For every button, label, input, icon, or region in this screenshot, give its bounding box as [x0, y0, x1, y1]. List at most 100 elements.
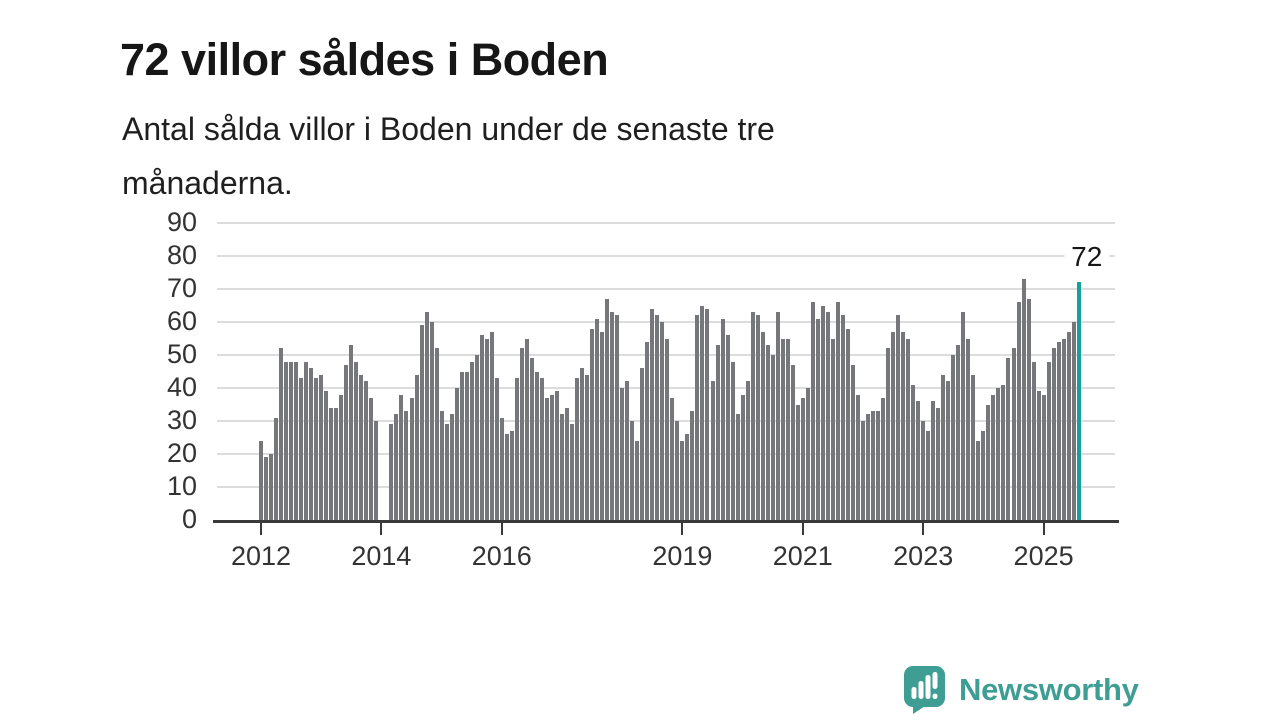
- bar: [845, 328, 850, 520]
- x-axis-tick: [380, 523, 383, 535]
- bar: [1061, 338, 1066, 520]
- bar: [991, 394, 996, 520]
- bar: [539, 378, 544, 520]
- bar: [660, 322, 665, 520]
- x-axis-tick: [1042, 523, 1045, 535]
- bar: [474, 355, 479, 520]
- bar: [835, 302, 840, 520]
- bar: [640, 368, 645, 520]
- bar: [825, 312, 830, 520]
- bar: [840, 315, 845, 520]
- bar: [359, 374, 364, 520]
- y-axis-tick-label: 90: [166, 207, 197, 237]
- chart-subtitle: Antal sålda villor i Boden under de sena…: [122, 102, 775, 210]
- y-axis-tick-label: 70: [166, 273, 197, 303]
- bar: [414, 374, 419, 520]
- bar: [725, 335, 730, 520]
- bar: [971, 374, 976, 520]
- bar: [700, 305, 705, 520]
- bar: [560, 414, 564, 520]
- bar: [650, 308, 655, 520]
- bar: [625, 381, 630, 520]
- bar: [544, 397, 549, 520]
- bar: [454, 388, 459, 520]
- plot-area: [215, 222, 1115, 520]
- bar: [1016, 302, 1021, 520]
- bar: [956, 345, 961, 520]
- bar: [610, 312, 615, 520]
- bar: [620, 388, 625, 520]
- bar: [740, 394, 745, 520]
- bar: [785, 338, 790, 520]
- bar: [434, 348, 439, 520]
- bar: [695, 315, 700, 520]
- bar: [780, 338, 785, 520]
- bar: [810, 302, 815, 520]
- bar: [269, 454, 274, 520]
- x-axis-tick-label: 2014: [351, 541, 412, 571]
- y-axis-tick-label: 20: [166, 438, 197, 468]
- x-axis-tick-label: 2023: [893, 541, 954, 571]
- bar: [284, 361, 289, 520]
- gridline: [217, 288, 1115, 290]
- bar: [304, 361, 309, 520]
- bar: [514, 378, 519, 520]
- bar: [424, 312, 429, 520]
- bar: [374, 421, 379, 520]
- bar: [891, 331, 896, 520]
- bar: [820, 305, 825, 520]
- bar: [805, 388, 810, 520]
- bar: [936, 407, 941, 520]
- bar: [931, 401, 936, 520]
- bar: [309, 368, 314, 520]
- bar: [815, 318, 820, 520]
- y-axis-tick-label: 60: [166, 306, 197, 336]
- bar: [755, 315, 760, 520]
- bar: [795, 404, 800, 520]
- bar: [1026, 298, 1031, 520]
- bar: [1071, 322, 1076, 520]
- bar: [961, 312, 966, 520]
- bar: [499, 417, 504, 520]
- bar: [519, 348, 524, 520]
- bar: [429, 322, 434, 520]
- bar: [534, 371, 539, 520]
- bar: [459, 371, 464, 520]
- bar: [339, 394, 344, 520]
- subtitle-line-1: Antal sålda villor i Boden under de sena…: [122, 111, 775, 147]
- bar: [866, 414, 871, 520]
- bar: [349, 345, 354, 520]
- bar: [605, 298, 610, 520]
- bar: [896, 315, 901, 520]
- bar: [404, 411, 409, 520]
- bar: [981, 430, 986, 520]
- bar: [775, 312, 780, 520]
- bar: [951, 355, 956, 520]
- bar: [986, 404, 991, 520]
- x-axis-tick-label: 2012: [230, 541, 292, 571]
- bar: [855, 394, 860, 520]
- bar: [800, 397, 805, 520]
- bar: [1011, 348, 1016, 520]
- bar: [675, 421, 680, 520]
- newsworthy-speech-bubble-barchart-icon: [904, 666, 945, 714]
- bar: [665, 338, 670, 520]
- bar: [369, 397, 374, 520]
- bar: [765, 345, 770, 520]
- highlight-bar: [1076, 282, 1081, 520]
- bar: [680, 440, 685, 520]
- bar: [399, 394, 404, 520]
- x-axis-tick: [801, 523, 804, 535]
- y-axis-tick-label: 0: [181, 504, 197, 534]
- bar: [1046, 361, 1051, 520]
- bar: [585, 374, 590, 520]
- bar: [590, 328, 595, 520]
- bar: [259, 440, 263, 520]
- bar: [264, 457, 269, 520]
- bar: [745, 381, 750, 520]
- bar: [996, 388, 1001, 520]
- bar: [419, 325, 424, 520]
- bar: [409, 397, 414, 520]
- bar: [504, 434, 509, 520]
